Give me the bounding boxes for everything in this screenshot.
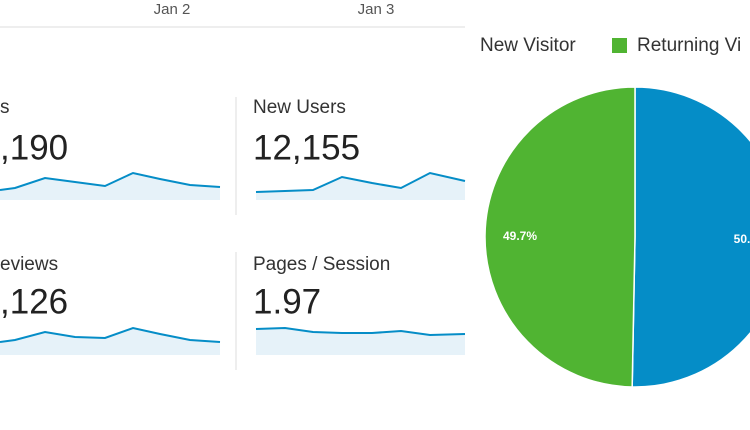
sparkline-area	[0, 328, 220, 355]
metric-value: 12,155	[253, 128, 360, 167]
sparkline	[255, 171, 466, 193]
metric-label: eviews	[0, 254, 58, 275]
sparkline-area	[256, 328, 465, 355]
legend-label: New Visitor	[480, 35, 576, 56]
axis-label: Jan 2	[154, 1, 191, 18]
sparkline-area	[256, 173, 465, 200]
metric-value: ,126	[0, 282, 68, 321]
metric-value: 1.97	[253, 282, 321, 321]
pie-slice	[631, 86, 750, 388]
metric-label: Pages / Session	[253, 254, 390, 275]
pie-label: 49.7%	[503, 229, 537, 243]
metric-label: s	[0, 97, 10, 118]
sparkline	[0, 326, 221, 343]
legend-label: Returning Vi	[637, 35, 741, 56]
sparkline	[0, 171, 221, 191]
pie-slice	[484, 86, 636, 388]
sparkline	[255, 326, 466, 337]
legend-swatch	[612, 38, 627, 53]
metric-value: ,190	[0, 128, 68, 167]
axis-label: Jan 3	[358, 1, 395, 18]
pie-label: 50.	[734, 232, 750, 246]
metric-label: New Users	[253, 97, 346, 118]
